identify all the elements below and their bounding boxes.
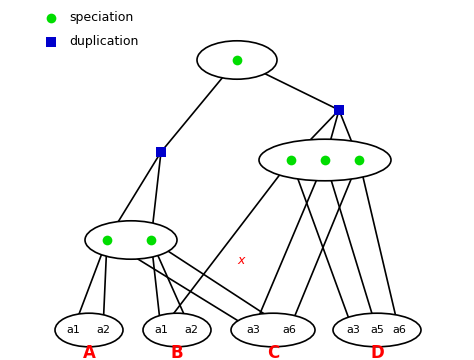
Text: C: C bbox=[267, 344, 279, 360]
Text: a6: a6 bbox=[282, 325, 296, 335]
Text: a2: a2 bbox=[96, 325, 110, 335]
Text: A: A bbox=[82, 344, 95, 360]
Ellipse shape bbox=[197, 41, 277, 79]
Ellipse shape bbox=[333, 313, 421, 347]
Text: a3: a3 bbox=[346, 325, 360, 335]
Ellipse shape bbox=[259, 139, 391, 181]
Text: a5: a5 bbox=[370, 325, 384, 335]
Text: a2: a2 bbox=[184, 325, 198, 335]
Ellipse shape bbox=[55, 313, 123, 347]
Ellipse shape bbox=[231, 313, 315, 347]
Text: duplication: duplication bbox=[69, 36, 138, 49]
Text: a6: a6 bbox=[392, 325, 406, 335]
Text: B: B bbox=[171, 344, 183, 360]
Text: a1: a1 bbox=[66, 325, 80, 335]
Ellipse shape bbox=[143, 313, 211, 347]
Text: a3: a3 bbox=[246, 325, 260, 335]
Ellipse shape bbox=[85, 221, 177, 259]
Text: D: D bbox=[370, 344, 384, 360]
Text: speciation: speciation bbox=[69, 12, 133, 24]
Text: x: x bbox=[237, 253, 245, 266]
Text: a1: a1 bbox=[154, 325, 168, 335]
